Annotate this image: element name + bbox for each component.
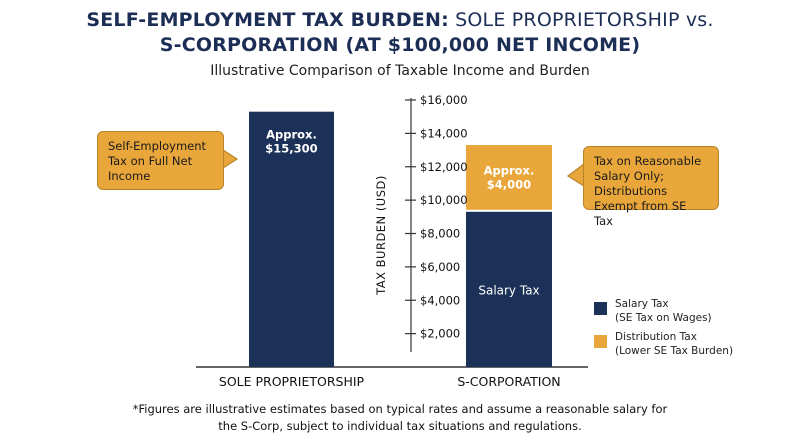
data-label: Salary Tax (478, 283, 539, 297)
bar-s-corporation-salary-tax (466, 211, 552, 367)
callout-s-corporation: Tax on Reasonable Salary Only; Distribut… (583, 146, 719, 228)
y-tick-label: $16,000 (420, 93, 468, 107)
legend-label-distribution-tax: Distribution Tax (615, 331, 697, 343)
title-light-part: SOLE PROPRIETORSHIP vs. (448, 9, 714, 31)
chart-title-line-1: SELF-EMPLOYMENT TAX BURDEN: SOLE PROPRIE… (0, 8, 800, 33)
footnote-line-2: the S-Corp, subject to individual tax si… (218, 419, 582, 433)
callout-left-pointer (222, 148, 239, 170)
data-label-line-2: $4,000 (487, 177, 531, 191)
footnote: *Figures are illustrative estimates base… (0, 401, 800, 435)
x-tick-label: S-CORPORATION (457, 374, 560, 389)
data-label-line-1: Approx. (484, 163, 535, 177)
chart-title-line-2: S-CORPORATION (AT $100,000 NET INCOME) (159, 34, 641, 56)
legend-swatch-salary-tax (594, 302, 607, 315)
legend-sublabel-distribution-tax: (Lower SE Tax Burden) (615, 345, 734, 357)
data-label-line-1: Approx. (266, 128, 317, 142)
bar-sole-proprietorship-salary-tax (249, 111, 334, 368)
chart-title-block: SELF-EMPLOYMENT TAX BURDEN: SOLE PROPRIE… (0, 8, 800, 79)
callout-sole-proprietorship: Self-Employment Tax on Full Net Income (97, 131, 224, 190)
legend-label-salary-tax: Salary Tax (615, 298, 669, 310)
legend-item-salary-tax: Salary Tax (SE Tax on Wages) (615, 297, 712, 325)
callout-right-pointer (566, 162, 585, 188)
y-tick-label: $4,000 (420, 293, 460, 307)
legend-item-distribution-tax: Distribution Tax (Lower SE Tax Burden) (615, 330, 733, 358)
y-tick-label: $10,000 (420, 193, 468, 207)
y-axis-label: TAX BURDEN (USD) (374, 175, 388, 296)
y-tick-label: $2,000 (420, 327, 460, 341)
x-tick-label: SOLE PROPRIETORSHIP (219, 374, 365, 389)
y-tick-label: $14,000 (420, 126, 468, 140)
y-tick-label: $12,000 (420, 160, 468, 174)
bar-s-corporation-distribution-tax (466, 145, 552, 210)
y-tick-label: $8,000 (420, 227, 460, 241)
legend-swatch-distribution-tax (594, 335, 607, 348)
legend-sublabel-salary-tax: (SE Tax on Wages) (615, 312, 712, 324)
title-bold-part: SELF-EMPLOYMENT TAX BURDEN: (86, 9, 449, 31)
chart-subtitle: Illustrative Comparison of Taxable Incom… (210, 63, 590, 79)
y-tick-label: $6,000 (420, 260, 460, 274)
data-label-line-2: $15,300 (265, 142, 317, 156)
footnote-line-1: *Figures are illustrative estimates base… (132, 402, 668, 416)
